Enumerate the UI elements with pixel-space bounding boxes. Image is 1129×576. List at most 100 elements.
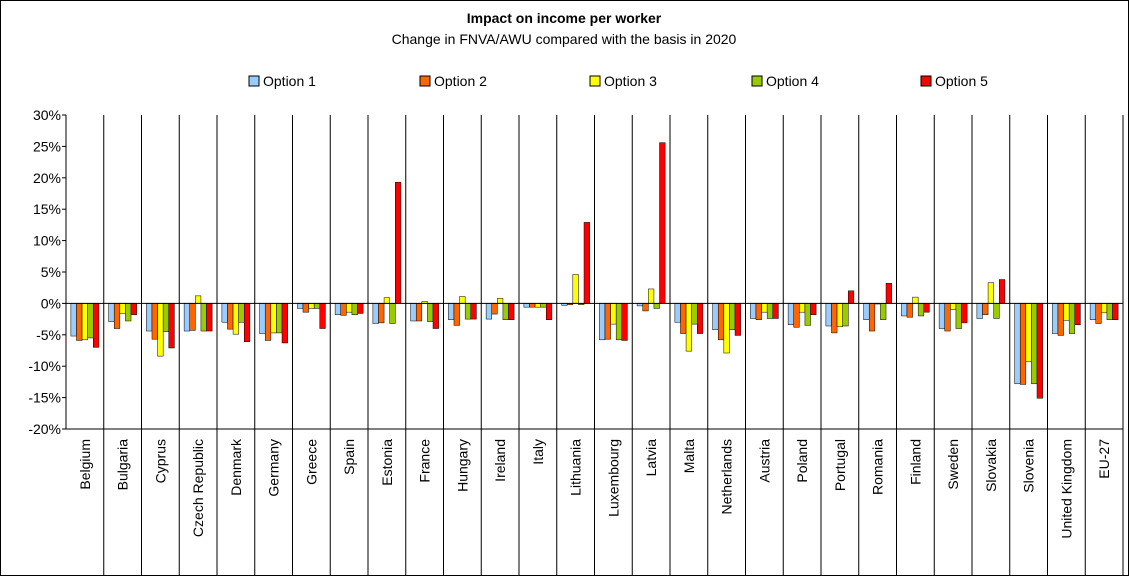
bar-option-1 xyxy=(1089,303,1096,320)
bar-option-2 xyxy=(113,303,121,329)
bar-option-5 xyxy=(130,303,137,315)
bar-option-3 xyxy=(912,296,919,304)
bar-option-5 xyxy=(583,222,590,304)
bar-option-2 xyxy=(378,303,385,324)
bar-option-2 xyxy=(340,303,347,316)
bar-option-4 xyxy=(653,303,660,309)
y-tick-label: 25% xyxy=(33,138,61,154)
bar-option-4 xyxy=(1068,303,1076,334)
bar-option-2 xyxy=(453,303,460,326)
legend-swatch xyxy=(419,75,431,87)
bar-option-4 xyxy=(880,303,887,320)
bar-option-1 xyxy=(485,303,492,320)
category-label: Ireland xyxy=(492,439,508,482)
bar-option-5 xyxy=(1074,303,1081,326)
bar-option-3 xyxy=(534,303,541,308)
legend-swatch xyxy=(248,75,260,87)
bar-option-3 xyxy=(950,303,957,310)
y-tick-label: -20% xyxy=(28,421,61,437)
bar-option-4 xyxy=(766,303,774,319)
category-label: Malta xyxy=(681,439,697,473)
bar-option-3 xyxy=(308,303,315,309)
bar-option-3 xyxy=(270,303,277,334)
bar-option-1 xyxy=(146,303,153,332)
category-label: Netherlands xyxy=(719,439,735,515)
y-tick-label: -15% xyxy=(28,390,61,406)
legend-label: Option 3 xyxy=(604,73,657,89)
bar-option-5 xyxy=(810,303,817,315)
bar-option-3 xyxy=(685,303,692,352)
bar-option-3 xyxy=(761,303,768,313)
legend-label: Option 1 xyxy=(263,73,316,89)
bar-option-1 xyxy=(901,303,908,317)
y-tick-label: 30% xyxy=(33,107,61,123)
category-label: Bulgaria xyxy=(115,439,131,491)
y-tick-label: -10% xyxy=(28,358,61,374)
bar-option-5 xyxy=(93,303,100,348)
bar-option-4 xyxy=(87,303,94,339)
bar-option-4 xyxy=(162,303,170,332)
bar-option-1 xyxy=(674,303,681,323)
category-label: Hungary xyxy=(454,439,470,492)
bar-option-5 xyxy=(357,303,364,314)
category-label: Slovakia xyxy=(983,439,999,492)
category-label: Greece xyxy=(303,439,319,485)
category-label: Italy xyxy=(530,439,546,465)
y-tick-label: -5% xyxy=(36,327,61,343)
y-tick-label: 20% xyxy=(33,170,61,186)
chart-title: Impact on income per worker xyxy=(467,10,662,26)
category-label: Austria xyxy=(756,439,772,483)
bar-option-5 xyxy=(244,303,251,342)
bar-option-2 xyxy=(793,303,800,328)
category-label: Poland xyxy=(794,439,810,483)
bar-option-1 xyxy=(221,303,228,323)
legend-label: Option 5 xyxy=(935,73,988,89)
y-tick-label: 15% xyxy=(33,201,61,217)
bar-option-1 xyxy=(750,303,757,319)
bar-option-4 xyxy=(276,303,283,334)
bar-option-5 xyxy=(999,279,1006,304)
bar-option-5 xyxy=(508,303,515,320)
bar-option-3 xyxy=(119,303,126,314)
category-label: France xyxy=(417,439,433,483)
bar-option-5 xyxy=(432,303,439,329)
bar-option-4 xyxy=(729,303,736,331)
category-label: Luxembourg xyxy=(605,439,621,517)
category-label: Estonia xyxy=(379,439,395,486)
bar-option-5 xyxy=(961,303,968,324)
bar-option-4 xyxy=(351,303,358,315)
bar-option-4 xyxy=(842,303,849,327)
bar-option-5 xyxy=(885,283,892,304)
y-tick-label: 0% xyxy=(41,295,61,311)
bar-option-3 xyxy=(836,303,843,327)
y-tick-label: 10% xyxy=(33,233,61,249)
bar-option-4 xyxy=(1031,303,1038,385)
bar-option-2 xyxy=(1057,303,1064,336)
bar-option-2 xyxy=(982,303,989,315)
bar-option-4 xyxy=(615,303,623,341)
legend-swatch xyxy=(751,75,763,87)
bar-option-1 xyxy=(297,303,304,309)
plot-area: 30% 25% 20% 15% 10% 5% 0% -5% -10% -15% -20% Belgiu… xyxy=(28,107,1124,575)
bar-option-2 xyxy=(642,303,649,312)
bar-option-4 xyxy=(1106,303,1113,320)
bar-option-5 xyxy=(395,181,402,304)
bar-option-1 xyxy=(183,303,190,332)
bar-option-5 xyxy=(697,303,704,334)
bar-option-4 xyxy=(427,303,434,322)
bar-option-2 xyxy=(717,303,725,341)
category-label: Spain xyxy=(341,439,357,475)
category-label: Slovenia xyxy=(1021,439,1037,493)
bar-option-1 xyxy=(938,303,945,329)
category-label: Belgium xyxy=(77,439,93,490)
bar-option-5 xyxy=(470,303,477,320)
bar-option-4 xyxy=(917,303,925,317)
legend-swatch xyxy=(589,75,601,87)
chart-subtitle: Change in FNVA/AWU compared with the bas… xyxy=(392,31,737,47)
bar-option-4 xyxy=(389,303,396,324)
bar-option-2 xyxy=(227,303,234,330)
bar-option-1 xyxy=(410,303,417,322)
bar-option-4 xyxy=(238,303,245,323)
bar-option-5 xyxy=(734,303,741,336)
bar-option-1 xyxy=(523,303,530,308)
